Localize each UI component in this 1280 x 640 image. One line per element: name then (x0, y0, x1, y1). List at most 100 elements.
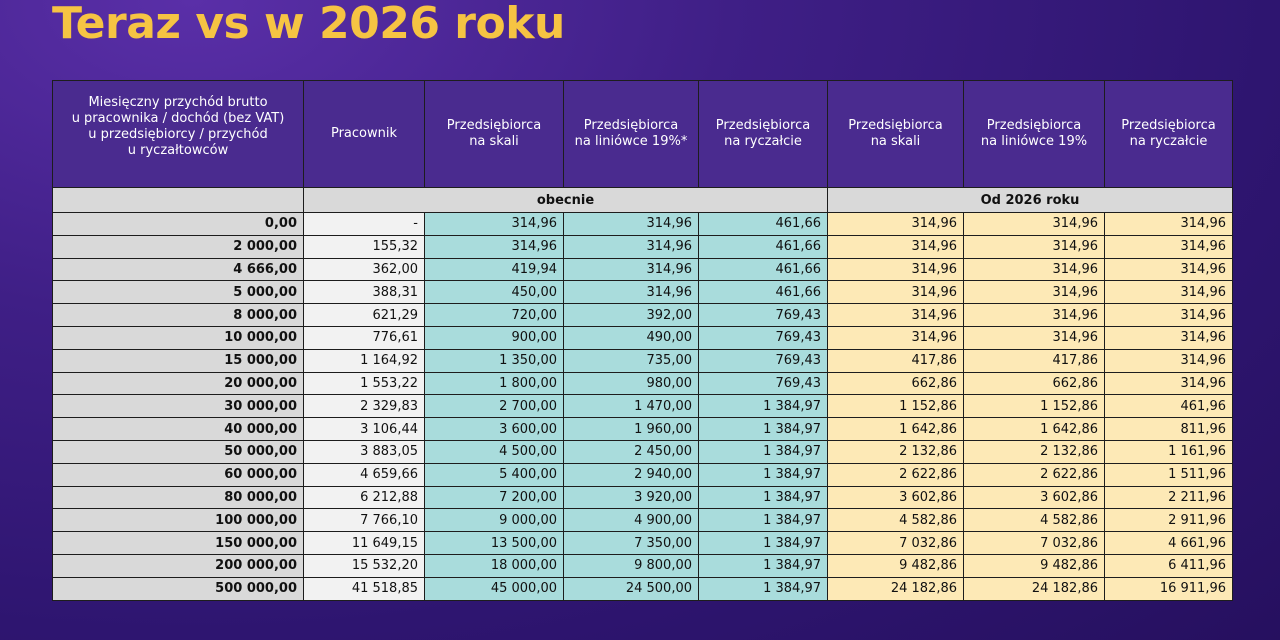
cell-now-flat: 1 470,00 (563, 394, 699, 419)
cell-now-scale: 1 800,00 (424, 371, 564, 396)
cell-income: 8 000,00 (52, 303, 304, 327)
table-row: 60 000,00 4 659,66 5 400,00 2 940,00 1 384,9… (52, 462, 1233, 487)
cell-now-lumpsum: 1 384,97 (698, 394, 828, 419)
cell-employee: 155,32 (303, 234, 425, 259)
cell-now-lumpsum: 461,66 (698, 280, 828, 305)
table-row: 100 000,00 7 766,10 9 000,00 4 900,00 1 384,… (52, 508, 1233, 533)
cell-2026-lumpsum: 314,96 (1104, 280, 1233, 305)
cell-2026-flat: 4 582,86 (963, 508, 1105, 533)
cell-2026-flat: 2 132,86 (963, 439, 1105, 464)
header-now-flat: Przedsiębiorca na liniówce 19%* (563, 80, 699, 188)
cell-2026-flat: 314,96 (963, 303, 1105, 327)
cell-2026-flat: 314,96 (963, 280, 1105, 305)
cell-now-lumpsum: 1 384,97 (698, 531, 828, 555)
cell-2026-flat: 314,96 (963, 234, 1105, 259)
cell-2026-lumpsum: 16 911,96 (1104, 576, 1233, 601)
cell-income: 0,00 (52, 212, 304, 236)
table-row: 200 000,00 15 532,20 18 000,00 9 800,00 1 38… (52, 553, 1233, 578)
group-row: obecnie Od 2026 roku (52, 187, 1233, 213)
cell-now-scale: 9 000,00 (424, 508, 564, 533)
cell-income: 500 000,00 (52, 576, 304, 601)
cell-2026-scale: 314,96 (827, 303, 964, 327)
cell-now-lumpsum: 1 384,97 (698, 462, 828, 487)
table-row: 2 000,00 155,32 314,96 314,96 461,66 314,96 31… (52, 234, 1233, 259)
cell-2026-flat: 1 152,86 (963, 394, 1105, 419)
table-row: 15 000,00 1 164,92 1 350,00 735,00 769,43 417… (52, 348, 1233, 373)
cell-now-lumpsum: 769,43 (698, 325, 828, 350)
cell-now-scale: 450,00 (424, 280, 564, 305)
cell-now-flat: 2 450,00 (563, 439, 699, 464)
cell-2026-lumpsum: 811,96 (1104, 417, 1233, 441)
cell-now-flat: 490,00 (563, 325, 699, 350)
cell-2026-flat: 1 642,86 (963, 417, 1105, 441)
cell-2026-lumpsum: 314,96 (1104, 257, 1233, 282)
cell-2026-lumpsum: 314,96 (1104, 303, 1233, 327)
cell-2026-scale: 3 602,86 (827, 485, 964, 510)
cell-2026-scale: 1 152,86 (827, 394, 964, 419)
cell-2026-scale: 1 642,86 (827, 417, 964, 441)
table-row: 500 000,00 41 518,85 45 000,00 24 500,00 1 3… (52, 576, 1233, 601)
cell-now-scale: 7 200,00 (424, 485, 564, 510)
table-row: 80 000,00 6 212,88 7 200,00 3 920,00 1 384,9… (52, 485, 1233, 510)
cell-income: 4 666,00 (52, 257, 304, 282)
cell-2026-flat: 314,96 (963, 212, 1105, 236)
cell-2026-lumpsum: 314,96 (1104, 212, 1233, 236)
cell-income: 80 000,00 (52, 485, 304, 510)
cell-now-lumpsum: 461,66 (698, 234, 828, 259)
cell-income: 100 000,00 (52, 508, 304, 533)
cell-2026-lumpsum: 1 511,96 (1104, 462, 1233, 487)
cell-now-scale: 314,96 (424, 212, 564, 236)
cell-income: 15 000,00 (52, 348, 304, 373)
cell-2026-scale: 662,86 (827, 371, 964, 396)
cell-employee: 41 518,85 (303, 576, 425, 601)
cell-income: 5 000,00 (52, 280, 304, 305)
table-row: 5 000,00 388,31 450,00 314,96 461,66 314,96 31… (52, 280, 1233, 305)
cell-2026-scale: 314,96 (827, 280, 964, 305)
cell-2026-flat: 7 032,86 (963, 531, 1105, 555)
cell-now-lumpsum: 1 384,97 (698, 553, 828, 578)
cell-now-scale: 3 600,00 (424, 417, 564, 441)
header-employee: Pracownik (303, 80, 425, 188)
cell-now-flat: 1 960,00 (563, 417, 699, 441)
cell-now-scale: 900,00 (424, 325, 564, 350)
cell-2026-lumpsum: 314,96 (1104, 234, 1233, 259)
table-row: 50 000,00 3 883,05 4 500,00 2 450,00 1 384,9… (52, 439, 1233, 464)
cell-2026-scale: 4 582,86 (827, 508, 964, 533)
cell-now-lumpsum: 461,66 (698, 212, 828, 236)
cell-now-scale: 314,96 (424, 234, 564, 259)
cell-2026-scale: 2 132,86 (827, 439, 964, 464)
header-2026-flat: Przedsiębiorca na liniówce 19% (963, 80, 1105, 188)
cell-2026-scale: 314,96 (827, 212, 964, 236)
cell-employee: 1 553,22 (303, 371, 425, 396)
cell-now-flat: 4 900,00 (563, 508, 699, 533)
cell-2026-scale: 314,96 (827, 257, 964, 282)
cell-income: 30 000,00 (52, 394, 304, 419)
cell-2026-lumpsum: 2 211,96 (1104, 485, 1233, 510)
cell-now-scale: 4 500,00 (424, 439, 564, 464)
cell-now-flat: 314,96 (563, 212, 699, 236)
cell-now-lumpsum: 1 384,97 (698, 417, 828, 441)
cell-2026-scale: 314,96 (827, 325, 964, 350)
cell-now-scale: 45 000,00 (424, 576, 564, 601)
cell-2026-flat: 9 482,86 (963, 553, 1105, 578)
cell-now-lumpsum: 769,43 (698, 371, 828, 396)
cell-now-scale: 13 500,00 (424, 531, 564, 555)
table-row: 40 000,00 3 106,44 3 600,00 1 960,00 1 384,9… (52, 417, 1233, 441)
cell-2026-flat: 3 602,86 (963, 485, 1105, 510)
cell-2026-flat: 2 622,86 (963, 462, 1105, 487)
cell-now-scale: 5 400,00 (424, 462, 564, 487)
table-row: 150 000,00 11 649,15 13 500,00 7 350,00 1 38… (52, 531, 1233, 555)
cell-2026-flat: 24 182,86 (963, 576, 1105, 601)
header-income: Miesięczny przychód brutto u pracownika … (52, 80, 304, 188)
header-2026-lumpsum: Przedsiębiorca na ryczałcie (1104, 80, 1233, 188)
cell-employee: 3 883,05 (303, 439, 425, 464)
header-now-lumpsum: Przedsiębiorca na ryczałcie (698, 80, 828, 188)
cell-now-flat: 314,96 (563, 280, 699, 305)
table-row: 20 000,00 1 553,22 1 800,00 980,00 769,43 662… (52, 371, 1233, 396)
cell-now-scale: 18 000,00 (424, 553, 564, 578)
table-row: 30 000,00 2 329,83 2 700,00 1 470,00 1 384,9… (52, 394, 1233, 419)
cell-2026-lumpsum: 314,96 (1104, 371, 1233, 396)
cell-now-scale: 419,94 (424, 257, 564, 282)
cell-2026-lumpsum: 314,96 (1104, 348, 1233, 373)
cell-now-flat: 980,00 (563, 371, 699, 396)
